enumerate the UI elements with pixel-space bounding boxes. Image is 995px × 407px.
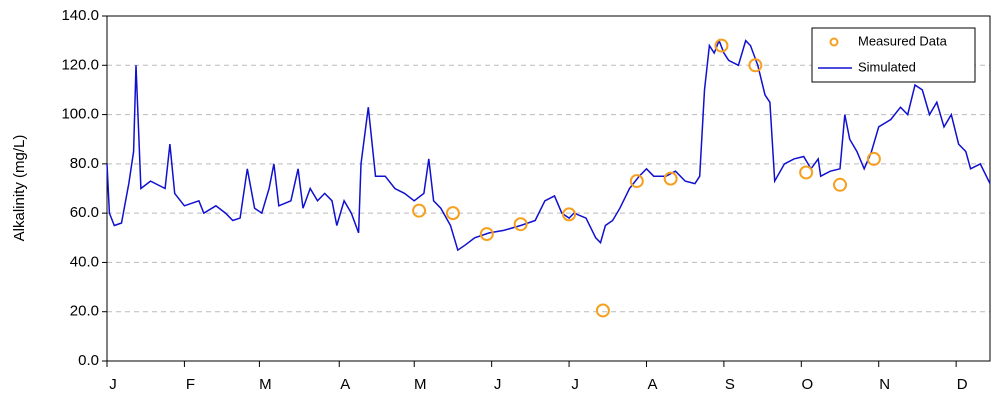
y-tick-label: 140.0 (61, 7, 99, 24)
x-tick-label: A (340, 376, 350, 393)
x-tick-label: M (259, 376, 272, 393)
x-tick-label: J (571, 376, 579, 393)
measured-point (412, 203, 427, 218)
measured-point (714, 38, 729, 53)
legend-label: Measured Data (858, 33, 948, 48)
y-tick-label: 120.0 (61, 56, 99, 73)
y-tick-label: 20.0 (70, 303, 99, 320)
y-tick-label: 60.0 (70, 204, 99, 221)
x-tick-label: J (109, 376, 117, 393)
x-tick-label: M (414, 376, 427, 393)
y-tick-label: 100.0 (61, 106, 99, 123)
measured-point (445, 206, 460, 221)
plot-frame (106, 15, 991, 362)
y-tick-label: 40.0 (70, 253, 99, 270)
x-tick-label: J (494, 376, 502, 393)
x-tick-label: D (957, 376, 968, 393)
measured-point (833, 177, 848, 192)
y-tick-label: 80.0 (70, 155, 99, 172)
measured-point (595, 303, 610, 318)
x-tick-label: N (879, 376, 890, 393)
legend-marker (829, 37, 839, 47)
measured-point (629, 174, 644, 189)
measured-point (479, 227, 494, 242)
measured-point (663, 171, 678, 186)
x-tick-label: S (725, 376, 735, 393)
x-tick-label: O (801, 376, 813, 393)
measured-point (748, 58, 763, 73)
measured-point (513, 217, 528, 232)
measured-point (562, 207, 577, 222)
x-tick-label: F (186, 376, 195, 393)
measured-point (799, 165, 814, 180)
legend-label: Simulated (858, 59, 916, 74)
y-axis-label: Alkalinity (mg/L) (11, 135, 28, 242)
x-tick-label: A (647, 376, 657, 393)
legend-box (811, 27, 976, 83)
simulated-line (106, 38, 991, 252)
y-tick-label: 0.0 (78, 352, 99, 369)
measured-point (866, 151, 881, 166)
